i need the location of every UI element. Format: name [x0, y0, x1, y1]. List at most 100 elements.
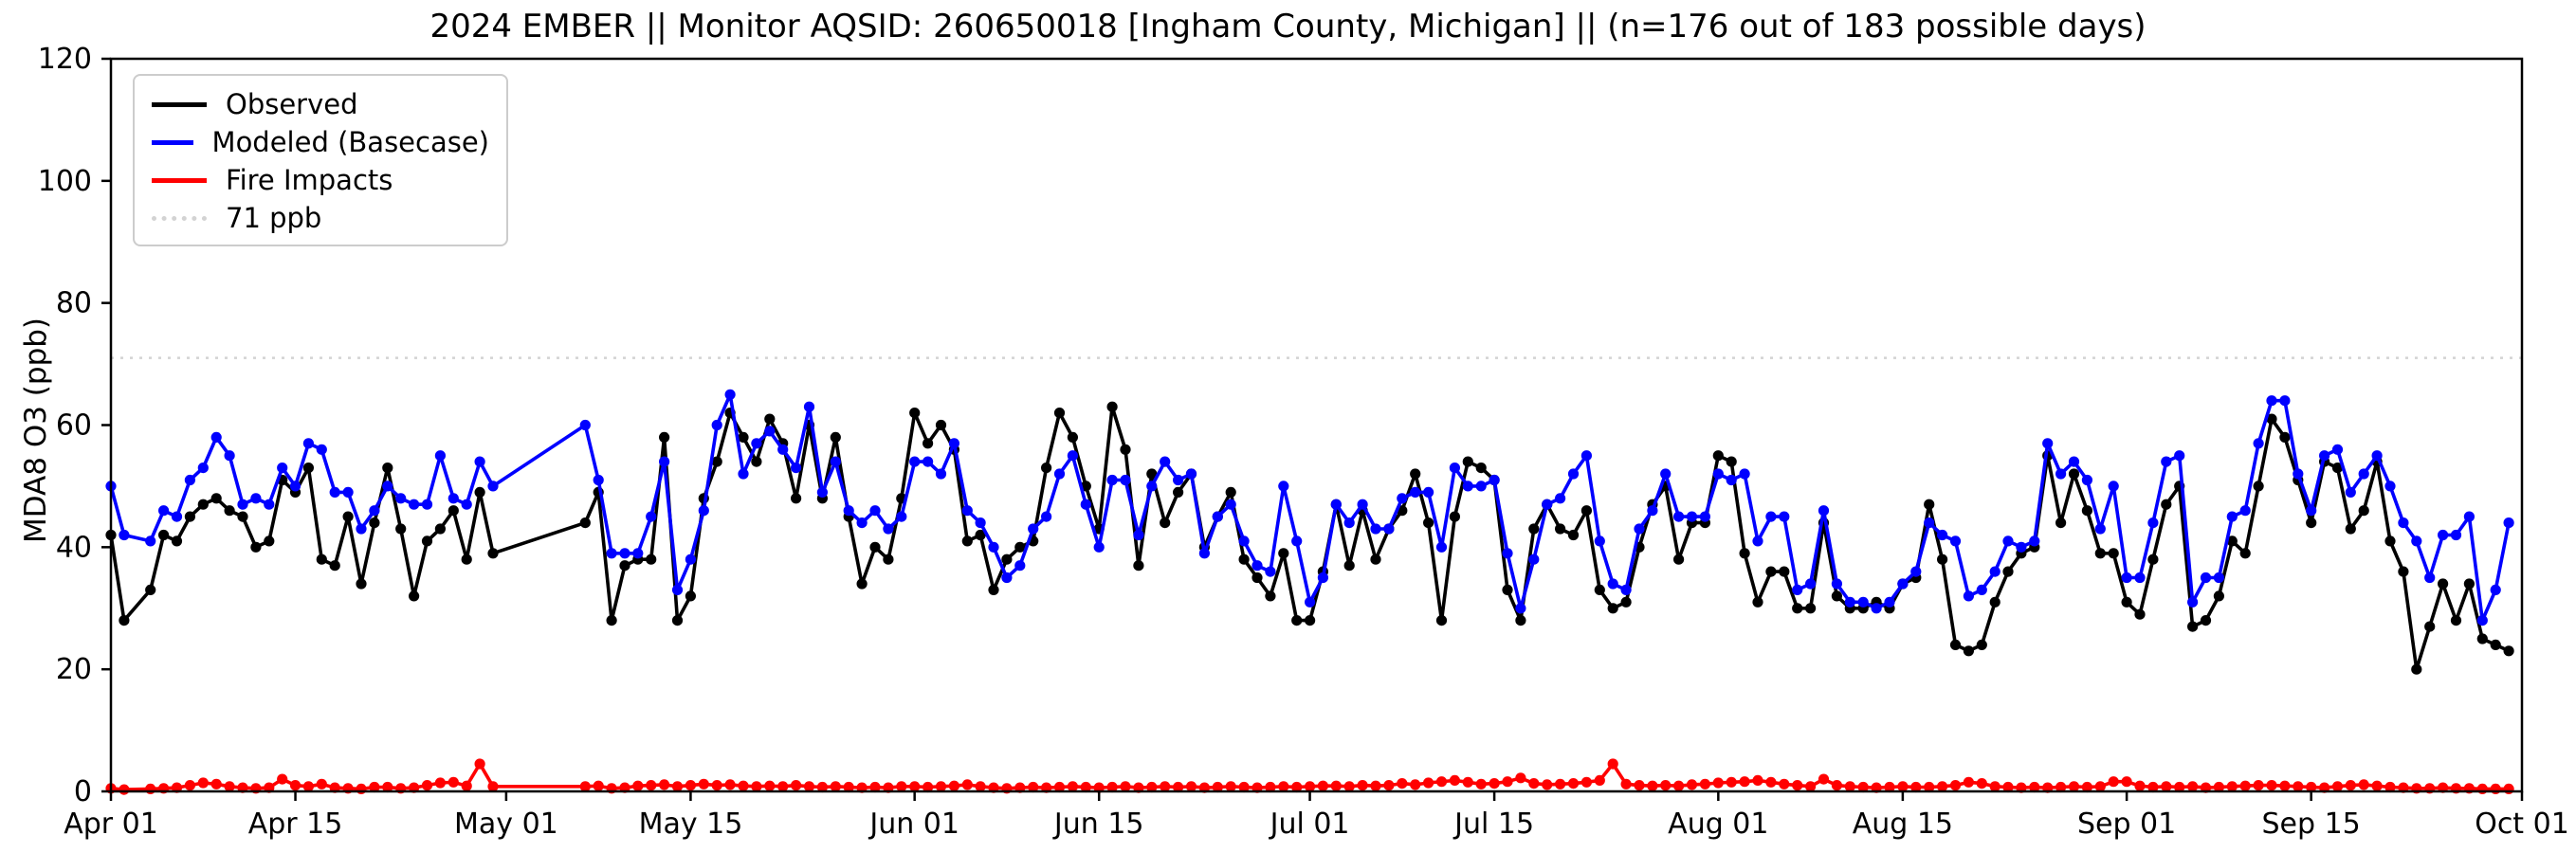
- data-point: [1528, 523, 1540, 535]
- data-point: [1924, 781, 1935, 793]
- data-point: [2293, 781, 2304, 792]
- data-point: [461, 499, 472, 510]
- data-point: [632, 548, 644, 559]
- data-point: [2331, 463, 2344, 474]
- data-point: [2239, 780, 2251, 791]
- legend: Observed Modeled (Basecase) Fire Impacts 71…: [133, 74, 508, 246]
- data-point: [1317, 572, 1328, 584]
- data-point: [711, 456, 722, 467]
- data-point: [1673, 511, 1685, 522]
- data-point: [738, 431, 749, 443]
- data-point: [1185, 781, 1197, 792]
- x-tick-label: Jun 15: [1052, 808, 1144, 841]
- data-point: [791, 463, 802, 474]
- data-point: [948, 438, 960, 449]
- data-point: [2055, 517, 2067, 529]
- data-point: [1278, 781, 1289, 792]
- data-point: [883, 523, 894, 535]
- data-point: [923, 456, 934, 467]
- data-point: [1739, 548, 1750, 559]
- data-point: [1370, 523, 1381, 535]
- data-point: [1080, 781, 1091, 793]
- data-point: [1818, 505, 1830, 517]
- data-point: [2068, 456, 2080, 467]
- data-point: [659, 431, 670, 443]
- data-point: [1053, 408, 1066, 419]
- data-point: [1462, 481, 1473, 492]
- data-point: [1462, 456, 1473, 467]
- data-point: [843, 781, 854, 793]
- data-point: [619, 560, 630, 572]
- data-point: [1251, 572, 1263, 584]
- data-point: [1343, 517, 1355, 529]
- data-point: [1265, 590, 1276, 602]
- data-point: [2358, 468, 2369, 480]
- data-point: [1805, 603, 1817, 614]
- data-point: [1949, 535, 1962, 547]
- data-point: [1238, 781, 1250, 793]
- data-point: [2081, 505, 2092, 517]
- data-point: [579, 517, 591, 529]
- data-point: [2450, 615, 2462, 626]
- data-point: [356, 578, 367, 590]
- x-tick-label: Jul 15: [1452, 808, 1534, 841]
- data-point: [1093, 541, 1105, 553]
- data-point: [382, 481, 393, 492]
- data-point: [356, 783, 367, 795]
- data-point: [356, 523, 367, 535]
- data-point: [961, 535, 973, 547]
- data-point: [329, 486, 340, 499]
- y-tick-label: 40: [56, 531, 92, 564]
- data-point: [1120, 474, 1131, 486]
- data-point: [1001, 572, 1013, 584]
- x-tick-label: May 15: [639, 808, 743, 841]
- data-point: [1173, 474, 1184, 486]
- data-point: [1146, 781, 1158, 793]
- data-point: [1580, 776, 1592, 788]
- data-point: [764, 413, 776, 425]
- data-point: [2424, 621, 2436, 632]
- data-point: [1567, 468, 1580, 480]
- data-point: [2319, 450, 2330, 462]
- data-point: [2029, 535, 2040, 547]
- data-point: [2239, 548, 2251, 559]
- data-point: [1765, 511, 1777, 522]
- data-point: [448, 493, 459, 504]
- data-point: [2121, 596, 2132, 608]
- data-point: [2266, 395, 2277, 407]
- data-point: [224, 781, 235, 792]
- data-point: [1910, 566, 1922, 577]
- data-point: [184, 780, 195, 791]
- data-point: [2279, 780, 2291, 791]
- legend-item-2: Fire Impacts: [135, 161, 506, 199]
- data-point: [2463, 511, 2475, 522]
- data-point: [751, 438, 762, 449]
- data-point: [2411, 663, 2422, 675]
- data-point: [2490, 783, 2501, 795]
- data-point: [2068, 468, 2080, 480]
- data-point: [197, 499, 209, 510]
- data-point: [1844, 596, 1855, 608]
- data-point: [2121, 776, 2132, 788]
- data-point: [1041, 463, 1052, 474]
- data-point: [2371, 450, 2383, 462]
- data-point: [474, 486, 485, 499]
- data-point: [1028, 781, 1039, 793]
- data-point: [1871, 603, 1882, 614]
- data-point: [830, 456, 841, 467]
- data-point: [409, 590, 420, 602]
- y-tick-label: 20: [56, 653, 92, 686]
- data-point: [2108, 776, 2119, 788]
- data-point: [1146, 468, 1158, 480]
- data-point: [1067, 781, 1078, 792]
- x-tick-label: Sep 01: [2077, 808, 2176, 841]
- data-point: [659, 779, 670, 790]
- data-point: [1673, 780, 1685, 791]
- data-point: [1580, 450, 1592, 462]
- data-point: [2187, 596, 2199, 608]
- data-point: [2345, 486, 2356, 499]
- data-point: [1594, 774, 1605, 787]
- data-point: [1594, 535, 1605, 547]
- data-point: [593, 780, 604, 791]
- data-point: [619, 548, 630, 559]
